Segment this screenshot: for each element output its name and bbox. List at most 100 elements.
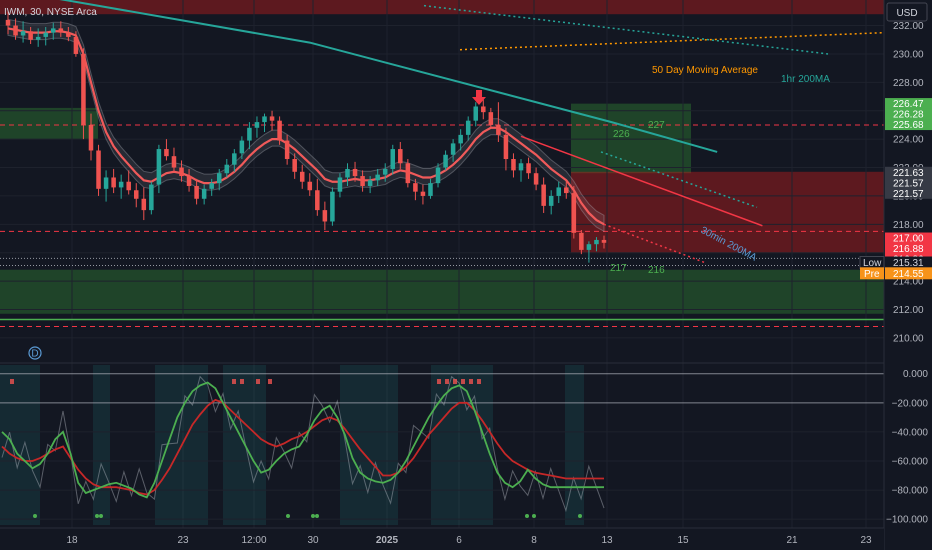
symbol-text: IWM (4, 7, 25, 18)
candle-body[interactable] (35, 36, 41, 40)
candle-body[interactable] (269, 116, 275, 121)
candle-body[interactable] (601, 239, 607, 243)
candle-body[interactable] (96, 150, 101, 189)
candle-body[interactable] (564, 187, 569, 194)
candle-body[interactable] (103, 177, 109, 189)
candle-body[interactable] (111, 177, 116, 188)
candle-body[interactable] (405, 163, 411, 184)
candle-body[interactable] (322, 210, 328, 222)
candle-body[interactable] (503, 134, 509, 160)
candle-body[interactable] (73, 36, 79, 54)
candle-body[interactable] (420, 191, 426, 196)
candle-body[interactable] (28, 31, 33, 40)
candle-body[interactable] (435, 167, 441, 184)
candle-body[interactable] (571, 193, 577, 233)
osc-signal-mark (10, 379, 14, 384)
candle-body[interactable] (345, 168, 350, 178)
candle-body[interactable] (533, 173, 539, 185)
pre-tag: Pre (864, 269, 880, 280)
candle-body[interactable] (330, 191, 335, 222)
candle-body[interactable] (133, 190, 139, 199)
candle-body[interactable] (586, 244, 592, 250)
osc-signal-dot (311, 514, 315, 518)
osc-signal-dot (525, 514, 529, 518)
oscillator-panel[interactable] (0, 362, 884, 525)
candle-body[interactable] (428, 183, 433, 196)
candle-body[interactable] (556, 187, 561, 196)
dividend-marker[interactable]: D (28, 346, 42, 360)
candle-body[interactable] (216, 173, 222, 184)
candle-body[interactable] (186, 176, 192, 186)
candle-body[interactable] (171, 156, 177, 168)
candle-body[interactable] (450, 143, 456, 155)
candle-body[interactable] (382, 168, 388, 175)
candle-body[interactable] (337, 177, 343, 192)
candle-body[interactable] (209, 183, 214, 189)
candle-body[interactable] (548, 195, 554, 206)
candle-body[interactable] (367, 180, 373, 186)
candle-body[interactable] (360, 176, 365, 186)
candle-body[interactable] (579, 232, 584, 250)
candle-body[interactable] (118, 181, 124, 188)
candle-body[interactable] (179, 167, 184, 177)
candle-body[interactable] (375, 174, 380, 181)
candle-body[interactable] (481, 106, 486, 113)
candle-body[interactable] (390, 149, 396, 169)
candle-body[interactable] (458, 134, 463, 144)
candle-body[interactable] (126, 181, 131, 191)
candle-body[interactable] (277, 120, 282, 141)
candle-body[interactable] (299, 171, 305, 182)
candle-body[interactable] (232, 153, 237, 165)
osc-slow-line (1, 398, 604, 496)
ema-line (7, 27, 605, 226)
candle-body[interactable] (20, 31, 26, 36)
candle-body[interactable] (239, 140, 245, 154)
candle-body[interactable] (496, 124, 501, 135)
candle-body[interactable] (156, 149, 162, 185)
candle-body[interactable] (398, 149, 403, 164)
candle-body[interactable] (141, 198, 147, 211)
candle-body[interactable] (526, 163, 531, 174)
candle-body[interactable] (247, 127, 252, 141)
candle-body[interactable] (541, 184, 546, 206)
time-axis[interactable] (0, 527, 884, 550)
pre-value: 214.55 (893, 269, 924, 280)
candle-body[interactable] (413, 183, 418, 192)
currency-button[interactable] (886, 2, 928, 22)
candle-body[interactable] (307, 181, 313, 191)
candle-body[interactable] (224, 164, 230, 174)
candle-body[interactable] (201, 188, 207, 199)
candle-body[interactable] (88, 124, 94, 151)
candle-body[interactable] (352, 168, 358, 177)
candle-body[interactable] (488, 112, 494, 125)
candle-body[interactable] (465, 120, 471, 135)
candlesticks[interactable] (5, 11, 607, 263)
candle-body[interactable] (13, 25, 18, 36)
candle-body[interactable] (443, 154, 448, 168)
candle-body[interactable] (43, 32, 48, 37)
candle-body[interactable] (254, 122, 260, 128)
candle-body[interactable] (262, 116, 267, 123)
time-tick-label: 2025 (376, 535, 399, 546)
candle-body[interactable] (194, 185, 199, 199)
candle-body[interactable] (164, 149, 169, 157)
time-tick-label: 18 (66, 535, 78, 546)
candle-body[interactable] (594, 239, 599, 245)
candle-body[interactable] (149, 184, 154, 211)
candle-body[interactable] (66, 32, 71, 37)
ma50-label: 50 Day Moving Average (652, 65, 758, 76)
price-tick-label: 212.00 (893, 305, 924, 316)
candle-body[interactable] (284, 140, 290, 160)
candle-body[interactable] (51, 28, 56, 33)
osc-signal-dot (99, 514, 103, 518)
candle-body[interactable] (511, 159, 516, 171)
candle-body[interactable] (81, 53, 86, 125)
candle-body[interactable] (518, 163, 524, 171)
candle-body[interactable] (58, 28, 64, 33)
candle-body[interactable] (292, 159, 297, 172)
candle-body[interactable] (315, 190, 320, 211)
candle-body[interactable] (473, 106, 479, 121)
osc-signal-mark (469, 379, 473, 384)
candle-body[interactable] (5, 19, 11, 26)
